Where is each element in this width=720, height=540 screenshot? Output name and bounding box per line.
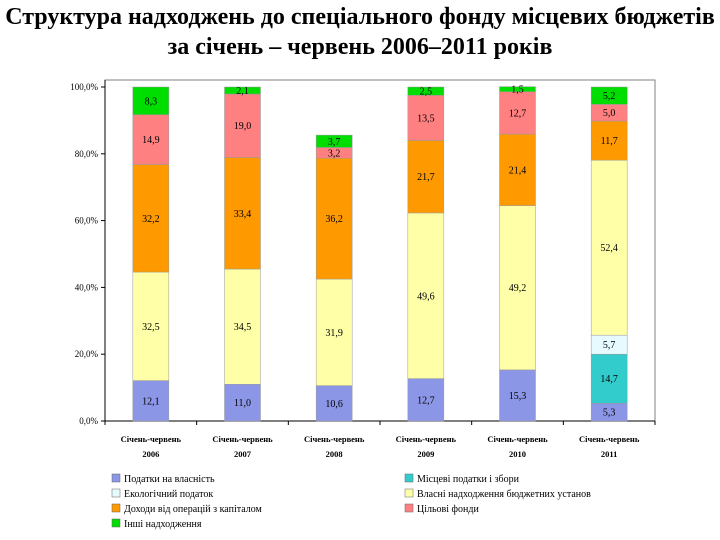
data-label: 2,5 [420,87,433,98]
chart-title: Структура надходжень до спеціального фон… [0,2,720,62]
data-label: 11,0 [234,398,251,409]
x-tick-label: Січень-червень [396,434,457,444]
data-label: 2,1 [236,86,249,97]
data-label: 31,9 [325,328,343,339]
legend-swatch [404,503,414,513]
data-label: 32,2 [142,214,160,225]
bar-segment [132,271,170,381]
legend-swatch [111,488,121,498]
x-tick-label: Січень-червень [579,434,640,444]
y-tick-label: 80,0% [75,149,99,159]
legend-swatch [111,503,121,513]
bar-segment [315,278,353,386]
data-label: 19,0 [234,121,252,132]
data-label: 5,3 [603,408,616,419]
legend-swatch [404,473,414,483]
data-label: 32,5 [142,322,160,333]
bar-segment [499,133,536,206]
legend-label: Доходи від операцій з капіталом [124,504,263,515]
data-label: 14,9 [142,135,160,146]
chart-title-line-2: за січень – червень 2006–2011 років [167,34,553,60]
x-tick-label: 2006 [142,449,159,459]
data-label: 12,7 [509,108,527,119]
bar-segment [132,86,170,115]
bar-segment [224,157,261,270]
x-tick-label: Січень-червень [487,434,548,444]
data-label: 3,7 [328,137,341,148]
data-label: 3,2 [328,148,341,159]
bar-segment [499,91,536,135]
bar-segment [590,353,628,404]
plot-area-frame [104,79,656,422]
data-label: 5,0 [603,108,616,119]
data-label: 13,5 [417,113,435,124]
data-label: 1,5 [511,85,524,96]
data-label: 21,7 [417,172,435,183]
bar-segment [407,86,445,96]
bar-segment [407,95,445,141]
legend-label: Екологічний податок [124,489,213,500]
x-tick-label: 2009 [417,449,434,459]
y-tick-label: 60,0% [75,216,99,226]
data-label: 15,3 [509,391,527,402]
x-tick-label: Січень-червень [121,434,182,444]
bar-segment [224,384,261,422]
legend-swatch [404,488,414,498]
data-label: 33,4 [234,209,252,220]
bar-segment [499,205,536,371]
bar-segment [407,140,445,214]
data-label: 36,2 [325,214,343,225]
data-label: 49,2 [509,283,527,294]
legend-label: Місцеві податки і збори [417,474,520,485]
bar-segment [132,164,170,273]
data-label: 21,4 [509,165,527,176]
bar-segment [224,86,261,95]
legend-label: Цільові фонди [417,504,479,515]
bar-segment [224,93,261,158]
data-label: 10,6 [325,399,343,410]
bar-segment [407,378,445,422]
bar-segment [315,157,353,280]
bar-segment [499,369,536,422]
x-tick-label: 2008 [326,449,343,459]
data-label: 8,3 [145,96,158,107]
bar-segment [315,134,353,148]
x-tick-label: 2010 [509,449,526,459]
chart-title-line-1: Структура надходжень до спеціального фон… [5,4,715,30]
bar-segment [315,385,353,422]
x-tick-label: Січень-червень [212,434,273,444]
y-tick-label: 100,0% [70,82,98,92]
data-label: 12,7 [417,395,435,406]
y-tick-label: 40,0% [75,282,99,292]
data-label: 49,6 [417,291,435,302]
bar-segment [499,86,536,92]
x-tick-label: 2011 [601,449,618,459]
bar-segment [590,159,628,336]
data-label: 5,7 [603,340,616,351]
legend-swatch [111,518,121,528]
x-tick-label: 2007 [234,449,252,459]
data-label: 5,2 [603,91,616,102]
bar-segment [132,114,170,165]
legend-label: Податки на власність [124,474,215,485]
data-label: 14,7 [600,374,618,385]
data-label: 52,4 [600,243,618,254]
bar-segment [132,380,170,422]
legend-swatch [111,473,121,483]
legend-label: Власні надходження бюджетних установ [417,489,591,500]
data-label: 34,5 [234,322,252,333]
data-label: 12,1 [142,396,160,407]
bar-segment [590,86,628,105]
y-tick-label: 20,0% [75,349,99,359]
data-label: 11,7 [601,136,618,147]
x-tick-label: Січень-червень [304,434,365,444]
y-tick-label: 0,0% [79,416,98,426]
legend-label: Інші надходження [124,519,202,530]
